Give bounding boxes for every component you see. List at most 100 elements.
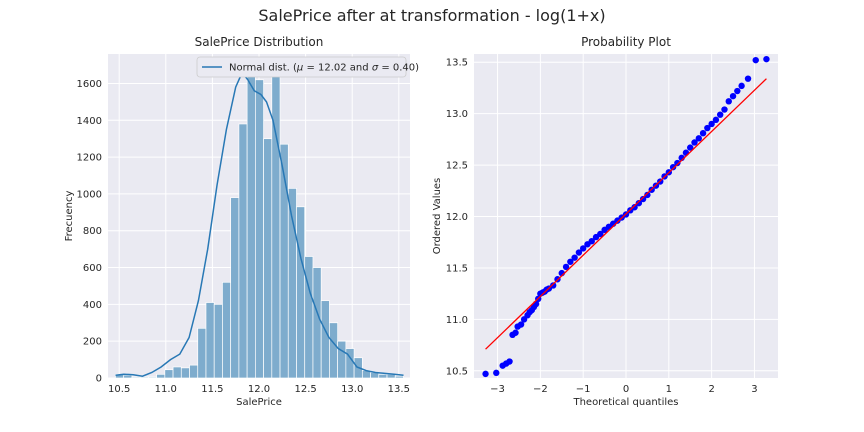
legend-label: Normal dist. (μ = 12.02 and σ = 0.40) <box>229 63 419 74</box>
data-point <box>631 204 638 211</box>
data-point <box>506 358 513 365</box>
probability-title: Probability Plot <box>581 35 671 49</box>
histogram-bar <box>238 123 248 379</box>
data-point <box>708 120 715 128</box>
data-point <box>597 230 604 238</box>
histogram-bar <box>197 327 207 379</box>
histogram-bar <box>394 375 404 379</box>
data-point <box>734 87 741 95</box>
probability-y-label: Ordered Values <box>432 178 443 255</box>
histogram-bar <box>172 366 182 379</box>
y-tick-label: 1200 <box>77 153 102 164</box>
histogram-x-label: SalePrice <box>236 397 282 408</box>
data-point <box>752 56 759 64</box>
histogram-bar <box>139 376 149 379</box>
data-point <box>482 370 489 378</box>
data-point <box>575 249 583 256</box>
histogram-y-ticks: 0 200 400 600 800 1000 1200 1400 1600 <box>77 79 102 385</box>
data-point <box>744 75 752 82</box>
histogram-bar <box>148 376 157 379</box>
x-tick-label: 10.5 <box>108 384 130 395</box>
y-tick-label: 13.5 <box>446 58 468 69</box>
y-tick-label: 1400 <box>77 116 102 127</box>
data-point <box>639 195 647 203</box>
histogram-bars <box>115 73 404 379</box>
probability-x-label: Theoretical quantiles <box>572 397 678 408</box>
data-point <box>512 329 519 336</box>
histogram-bar <box>230 197 240 379</box>
histogram-bar <box>213 304 223 379</box>
histogram-bar <box>255 79 264 379</box>
y-tick-label: 11.0 <box>446 315 468 326</box>
histogram-bar <box>320 300 330 379</box>
data-point <box>738 82 745 90</box>
histogram-bar <box>329 322 338 379</box>
histogram-title: SalePrice Distribution <box>195 35 324 49</box>
histogram-bar <box>378 373 388 379</box>
data-point <box>725 98 732 105</box>
x-tick-label: 12.5 <box>294 384 316 395</box>
y-tick-label: 10.5 <box>446 366 468 377</box>
y-tick-label: 11.5 <box>446 263 468 274</box>
data-point <box>691 139 698 146</box>
histogram-bar <box>263 138 273 379</box>
kde-curve <box>115 70 404 377</box>
data-point <box>669 163 677 171</box>
data-point <box>579 245 587 252</box>
data-point <box>695 135 702 142</box>
data-point <box>571 254 578 261</box>
data-point <box>704 124 711 132</box>
fit-line <box>485 78 767 350</box>
x-tick-label: −3 <box>490 384 505 395</box>
y-tick-label: 1000 <box>77 189 102 200</box>
data-point <box>763 55 770 63</box>
histogram-panel: 10.5 11.0 11.5 12.0 12.5 13.0 13.5 0 200 400 600 8… <box>64 35 419 408</box>
data-point <box>674 159 681 167</box>
figure-suptitle: SalePrice after at transformation - log(… <box>258 6 605 25</box>
data-point <box>716 111 724 118</box>
x-tick-label: 13.0 <box>341 384 363 395</box>
probability-plot-panel: −3 −2 −1 0 1 2 3 10.511.011.512.012.513.013.5 … <box>432 35 778 408</box>
data-point <box>699 130 707 137</box>
data-point <box>687 144 694 151</box>
data-point <box>550 282 557 289</box>
x-tick-label: 11.0 <box>155 384 177 395</box>
histogram-bar <box>205 302 215 379</box>
y-tick-label: 12.5 <box>446 161 468 172</box>
data-point <box>493 369 500 377</box>
x-tick-label: 1 <box>666 384 672 395</box>
x-tick-label: 11.5 <box>201 384 223 395</box>
histogram-bar <box>345 348 355 379</box>
y-tick-label: 0 <box>96 374 102 385</box>
legend-box <box>196 56 407 78</box>
histogram-bar <box>222 281 232 379</box>
histogram-y-label: Frecuency <box>64 191 75 242</box>
y-tick-label: 800 <box>83 226 102 237</box>
y-tick-label: 200 <box>83 337 102 348</box>
x-tick-label: 3 <box>751 384 757 395</box>
histogram-bar <box>296 206 306 379</box>
histogram-bar <box>123 374 133 379</box>
histogram-bar <box>312 267 322 379</box>
y-tick-label: 400 <box>83 300 102 311</box>
data-point <box>682 149 690 156</box>
histogram-bar <box>337 340 347 379</box>
histogram-bar <box>246 73 256 379</box>
data-point <box>635 199 643 207</box>
histogram-bar <box>131 376 141 379</box>
data-point <box>721 106 728 113</box>
probability-x-ticks: −3 −2 −1 0 1 2 3 <box>490 384 757 395</box>
data-point <box>644 191 651 199</box>
data-point <box>729 92 737 100</box>
x-tick-label: 12.0 <box>248 384 270 395</box>
data-point <box>588 238 595 245</box>
histogram-bar <box>180 367 190 379</box>
data-point <box>562 263 570 271</box>
histogram-bar <box>189 364 199 379</box>
y-tick-label: 12.0 <box>446 212 468 223</box>
data-point <box>567 258 574 265</box>
histogram-bar <box>156 373 166 379</box>
data-point <box>712 116 720 124</box>
histogram-bar <box>164 369 174 379</box>
